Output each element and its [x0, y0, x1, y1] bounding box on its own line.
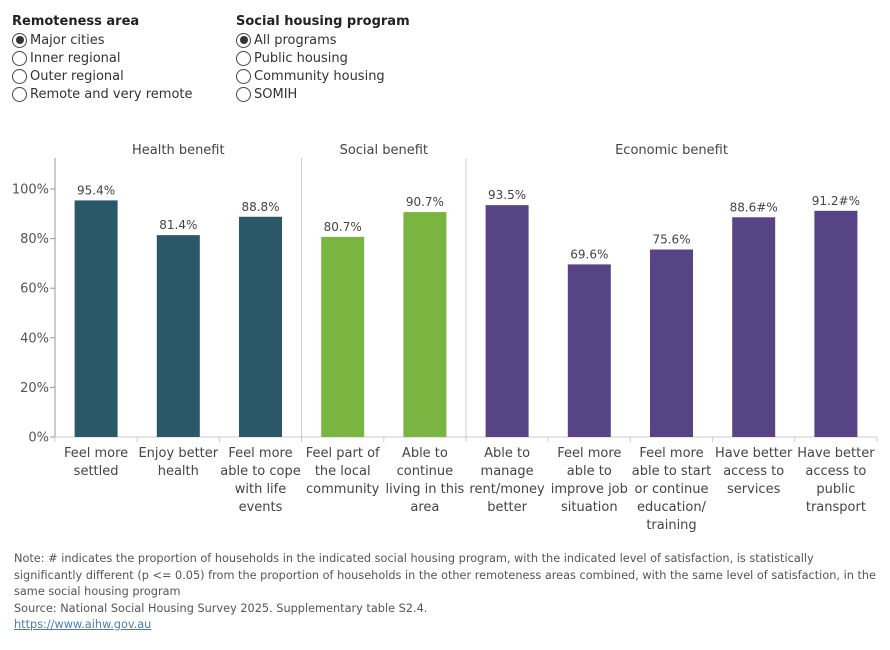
category-label: better	[487, 500, 527, 515]
category-label: continue	[397, 464, 454, 479]
radio-label: Remote and very remote	[30, 86, 193, 102]
category-label: the local	[315, 464, 371, 479]
panel-header: Health benefit	[132, 143, 225, 158]
bar	[732, 217, 776, 437]
radio-somih[interactable]: SOMIH	[236, 85, 410, 103]
program-filter: Social housing program All programs Publ…	[236, 14, 410, 103]
bar	[403, 212, 447, 437]
radio-label: Inner regional	[30, 50, 121, 66]
category-label: access to	[805, 464, 866, 479]
category-label: Feel part of	[306, 446, 380, 461]
radio-inner-regional[interactable]: Inner regional	[12, 49, 193, 67]
category-label: Able to	[484, 446, 530, 461]
remoteness-filter-title: Remoteness area	[12, 14, 140, 29]
program-filter-title: Social housing program	[236, 14, 410, 29]
radio-label: All programs	[254, 32, 337, 48]
chart-note: Note: # indicates the proportion of hous…	[14, 551, 876, 634]
category-label: public	[816, 482, 855, 497]
radio-label: SOMIH	[254, 86, 298, 102]
category-label: Feel more	[64, 446, 128, 461]
radio-major-cities[interactable]: Major cities	[12, 31, 193, 49]
data-label: 80.7%	[324, 220, 362, 234]
note-text: Note: # indicates the proportion of hous…	[14, 552, 876, 598]
category-label: rent/money	[469, 482, 545, 497]
radio-button-icon[interactable]	[236, 32, 251, 48]
category-label: able to start	[632, 464, 711, 479]
data-label: 91.2#%	[812, 194, 860, 208]
radio-outer-regional[interactable]: Outer regional	[12, 67, 193, 85]
radio-label: Outer regional	[30, 68, 124, 84]
radio-button-icon[interactable]	[12, 68, 27, 84]
category-label: able to cope	[220, 464, 301, 479]
category-label: Feel more	[557, 446, 621, 461]
category-label: with life	[235, 482, 287, 497]
benefits-bar-chart: 0% 20% 40% 60% 80% 100% Health benefit 95.4% Fee…	[12, 143, 878, 533]
bar	[650, 249, 693, 437]
radio-button-icon[interactable]	[236, 86, 251, 102]
y-tick-label: 20%	[20, 381, 49, 396]
y-tick-label: 80%	[20, 232, 49, 247]
category-label: Feel more	[228, 446, 292, 461]
data-label: 81.4%	[159, 218, 197, 232]
panel-header: Economic benefit	[615, 143, 728, 158]
radio-all-programs[interactable]: All programs	[236, 31, 410, 49]
bar	[567, 264, 611, 437]
y-tick-label: 0%	[28, 431, 49, 446]
category-label: transport	[806, 500, 866, 515]
category-label: community	[306, 482, 380, 497]
data-label: 75.6%	[652, 233, 690, 247]
radio-label: Community housing	[254, 68, 385, 84]
radio-community-housing[interactable]: Community housing	[236, 67, 410, 85]
radio-button-icon[interactable]	[236, 50, 251, 66]
radio-public-housing[interactable]: Public housing	[236, 49, 410, 67]
category-label: events	[239, 500, 283, 515]
category-label: services	[727, 482, 781, 497]
category-label: area	[410, 500, 439, 515]
category-label: living in this	[385, 482, 464, 497]
bar	[814, 210, 858, 437]
source-text: Source: National Social Housing Survey 2…	[14, 601, 428, 615]
category-label: able to	[567, 464, 612, 479]
category-label: improve job	[551, 482, 628, 497]
y-tick-label: 40%	[20, 331, 49, 346]
radio-button-icon[interactable]	[12, 50, 27, 66]
y-tick-label: 60%	[20, 282, 49, 297]
bar	[321, 236, 365, 437]
data-label: 93.5%	[488, 188, 526, 202]
y-tick-label: 100%	[12, 183, 49, 198]
category-label: Have better	[797, 446, 875, 461]
category-label: or continue	[635, 482, 709, 497]
bar	[156, 235, 200, 437]
panel-header: Social benefit	[340, 143, 428, 158]
category-label: Have better	[715, 446, 793, 461]
radio-button-icon[interactable]	[12, 86, 27, 102]
category-label: training	[646, 518, 696, 533]
category-label: situation	[561, 500, 618, 515]
category-label: settled	[74, 464, 119, 479]
radio-label: Major cities	[30, 32, 105, 48]
category-label: Able to	[402, 446, 448, 461]
bar	[239, 216, 282, 437]
radio-button-icon[interactable]	[236, 68, 251, 84]
category-label: access to	[723, 464, 784, 479]
category-label: Feel more	[639, 446, 703, 461]
category-label: health	[158, 464, 199, 479]
data-label: 88.8%	[241, 200, 279, 214]
bar	[74, 200, 118, 437]
radio-remote[interactable]: Remote and very remote	[12, 85, 193, 103]
radio-label: Public housing	[254, 50, 348, 66]
data-label: 88.6#%	[730, 200, 778, 214]
bar	[485, 205, 529, 437]
category-label: Enjoy better	[138, 446, 218, 461]
data-label: 90.7%	[406, 195, 444, 209]
aihw-link[interactable]: https://www.aihw.gov.au	[14, 618, 152, 631]
category-label: manage	[481, 464, 534, 479]
remoteness-filter: Remoteness area Major cities Inner regio…	[12, 14, 193, 103]
data-label: 95.4%	[77, 183, 115, 197]
radio-button-icon[interactable]	[12, 32, 27, 48]
data-label: 69.6%	[570, 247, 608, 261]
category-label: education/	[637, 500, 707, 515]
